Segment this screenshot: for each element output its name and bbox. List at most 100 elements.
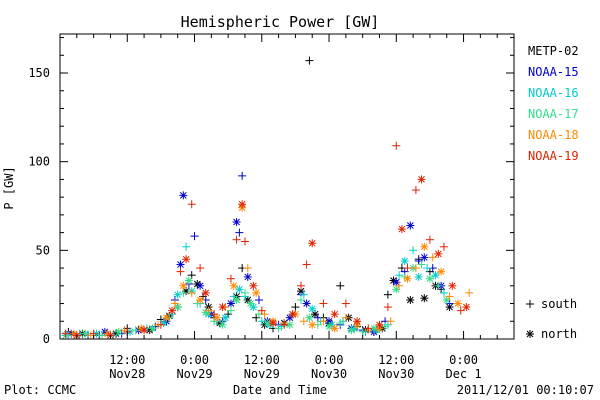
data-point bbox=[420, 242, 429, 251]
data-point bbox=[204, 306, 213, 315]
data-point bbox=[358, 327, 367, 336]
data-point bbox=[156, 320, 165, 329]
data-point bbox=[235, 285, 244, 294]
data-point bbox=[417, 260, 426, 269]
legend-entry-metp-02: METP-02 bbox=[528, 44, 579, 58]
data-point bbox=[173, 290, 182, 299]
data-point bbox=[406, 221, 415, 230]
data-point bbox=[226, 274, 235, 283]
data-point bbox=[386, 317, 395, 326]
data-point bbox=[341, 299, 350, 308]
data-point bbox=[182, 242, 191, 251]
data-point bbox=[170, 299, 179, 308]
data-point bbox=[395, 271, 404, 280]
x-tick-time-label: 12:00 bbox=[378, 353, 414, 367]
data-point bbox=[176, 267, 185, 276]
marker-key-label-south: south bbox=[541, 297, 577, 311]
data-point bbox=[196, 295, 205, 304]
data-point bbox=[406, 295, 415, 304]
data-point bbox=[439, 288, 448, 297]
data-point bbox=[187, 200, 196, 209]
data-point bbox=[308, 320, 317, 329]
data-point bbox=[341, 313, 350, 322]
data-point bbox=[280, 320, 289, 329]
data-point bbox=[302, 299, 311, 308]
data-point bbox=[240, 237, 249, 246]
data-point bbox=[221, 313, 230, 322]
legend-entry-noaa-16: NOAA-16 bbox=[528, 86, 579, 100]
data-point bbox=[162, 313, 171, 322]
data-point bbox=[243, 264, 252, 273]
data-point bbox=[196, 281, 205, 290]
data-point bbox=[246, 299, 255, 308]
x-tick-date-label: Nov28 bbox=[109, 367, 145, 381]
data-point bbox=[434, 281, 443, 290]
data-point bbox=[299, 290, 308, 299]
plot-frame bbox=[59, 33, 515, 340]
legend-entry-noaa-17: NOAA-17 bbox=[528, 107, 579, 121]
data-point bbox=[420, 253, 429, 262]
data-point bbox=[325, 322, 334, 331]
data-point bbox=[353, 317, 362, 326]
x-tick-date-label: Nov30 bbox=[311, 367, 347, 381]
x-axis-label: Date and Time bbox=[233, 383, 327, 397]
data-point bbox=[182, 255, 191, 264]
data-point bbox=[336, 319, 345, 328]
data-point bbox=[442, 295, 451, 304]
data-point bbox=[232, 235, 241, 244]
y-tick-label: 50 bbox=[36, 243, 50, 257]
data-point bbox=[179, 288, 188, 297]
x-tick-date-label: Nov29 bbox=[244, 367, 280, 381]
x-tick-time-label: 12:00 bbox=[109, 353, 145, 367]
data-point bbox=[268, 319, 277, 328]
data-point bbox=[383, 303, 392, 312]
data-point bbox=[232, 295, 241, 304]
data-point bbox=[308, 304, 317, 313]
data-point bbox=[190, 232, 199, 241]
data-point bbox=[218, 303, 227, 312]
data-point bbox=[81, 329, 90, 338]
data-point bbox=[187, 288, 196, 297]
data-point bbox=[375, 320, 384, 329]
marker-key: south north bbox=[526, 297, 577, 341]
data-point bbox=[411, 264, 420, 273]
data-point bbox=[456, 306, 465, 315]
data-point bbox=[425, 235, 434, 244]
data-point bbox=[238, 171, 247, 180]
data-point bbox=[420, 294, 429, 303]
data-point bbox=[274, 324, 283, 333]
y-tick-label: 0 bbox=[43, 332, 50, 346]
data-point bbox=[243, 272, 252, 281]
data-point bbox=[229, 281, 238, 290]
x-tick-time-label: 12:00 bbox=[244, 353, 280, 367]
marker-key-label-north: north bbox=[541, 327, 577, 341]
data-point bbox=[254, 295, 263, 304]
data-point bbox=[226, 299, 235, 308]
x-tick-date-label: Nov29 bbox=[176, 367, 212, 381]
legend: METP-02 NOAA-15 NOAA-16 NOAA-17 NOAA-18 NOAA-… bbox=[528, 44, 579, 163]
legend-entry-noaa-15: NOAA-15 bbox=[528, 65, 579, 79]
data-point bbox=[257, 317, 266, 326]
data-point bbox=[453, 299, 462, 308]
data-point bbox=[184, 276, 193, 285]
data-point bbox=[364, 324, 373, 333]
data-point bbox=[201, 288, 210, 297]
data-point bbox=[235, 228, 244, 237]
footer-plot-credit: Plot: CCMC bbox=[4, 383, 76, 397]
data-point bbox=[305, 313, 314, 322]
data-point bbox=[383, 290, 392, 299]
data-point bbox=[114, 327, 123, 336]
data-point bbox=[425, 274, 434, 283]
data-point bbox=[397, 225, 406, 234]
data-point bbox=[140, 326, 149, 335]
data-point bbox=[302, 260, 311, 269]
data-point bbox=[437, 267, 446, 276]
x-tick-time-label: 0:00 bbox=[449, 353, 478, 367]
legend-entry-noaa-19: NOAA-19 bbox=[528, 149, 579, 163]
data-point bbox=[252, 288, 261, 297]
legend-entry-noaa-18: NOAA-18 bbox=[528, 128, 579, 142]
data-point bbox=[179, 281, 188, 290]
data-point bbox=[400, 256, 409, 265]
data-point bbox=[238, 200, 247, 209]
